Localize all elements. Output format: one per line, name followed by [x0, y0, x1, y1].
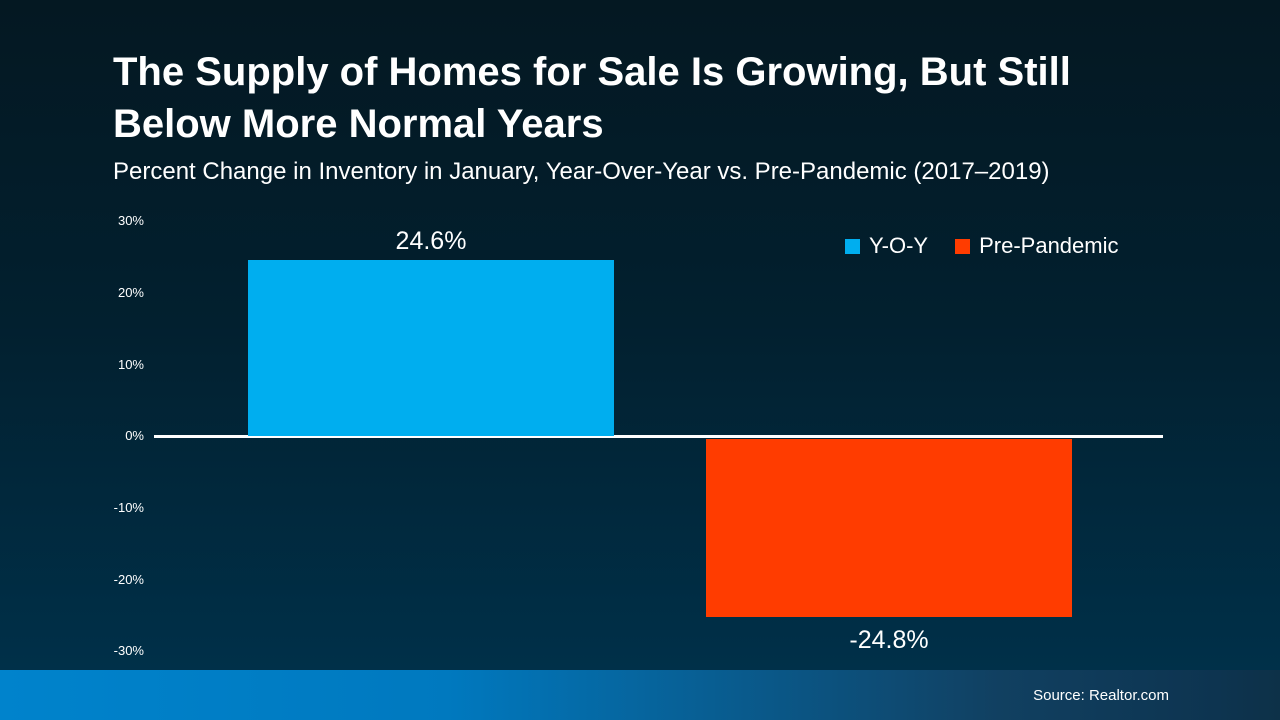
source-attribution: Source: Realtor.com [1033, 686, 1169, 704]
footer-bar: Source: Realtor.com [0, 670, 1280, 720]
legend-swatch-pre-pandemic-icon [955, 238, 971, 254]
chart-subtitle: Percent Change in Inventory in January, … [113, 158, 1050, 185]
bar-value-label-pre-pandemic: -24.8% [849, 625, 929, 654]
legend-swatch-yoy-icon [845, 238, 860, 254]
legend-label-yoy: Y-O-Y [869, 233, 929, 258]
chart-legend: Y-O-Y Pre-Pandemic [845, 233, 1118, 259]
y-axis-tick-10: 10% [117, 357, 144, 372]
chart-title: The Supply of Homes for Sale Is Growing,… [113, 46, 1193, 150]
legend-label-pre-pandemic: Pre-Pandemic [979, 233, 1119, 258]
bar-pre-pandemic [706, 439, 1072, 617]
y-axis-tick-20: 20% [117, 285, 144, 300]
y-axis-tick-30: 30% [117, 213, 144, 228]
bar-yoy [248, 259, 614, 436]
chart-title-line-2: Below More Normal Years [113, 102, 604, 146]
y-axis-tick-neg30: -30% [113, 643, 144, 658]
y-axis-tick-neg20: -20% [113, 572, 144, 587]
chart-title-line-1: The Supply of Homes for Sale Is Growing,… [113, 50, 1071, 94]
zero-axis-line [154, 435, 1163, 438]
legend-item-pre-pandemic: Pre-Pandemic [955, 233, 1118, 259]
y-axis-tick-0: 0% [125, 428, 144, 443]
y-axis-tick-neg10: -10% [113, 500, 144, 515]
bar-value-label-yoy: 24.6% [395, 226, 467, 255]
legend-item-yoy: Y-O-Y [845, 233, 928, 259]
